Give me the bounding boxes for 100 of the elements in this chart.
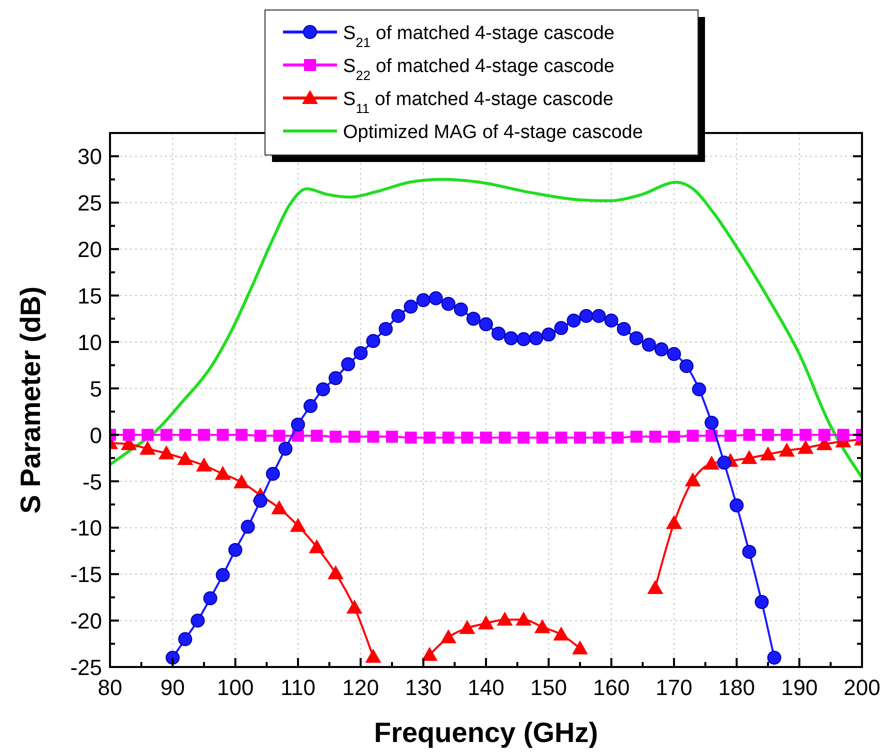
point bbox=[459, 620, 476, 634]
x-tick-label: 100 bbox=[216, 675, 254, 700]
point bbox=[428, 291, 443, 306]
y-axis-title: S Parameter (dB) bbox=[15, 286, 46, 514]
point bbox=[717, 456, 732, 470]
point bbox=[668, 430, 680, 443]
point bbox=[142, 428, 154, 441]
point bbox=[498, 432, 511, 444]
legend-label: S$_{11}$ of matched 4-stage cascode bbox=[343, 89, 614, 116]
point bbox=[216, 428, 229, 441]
x-tick-label: 160 bbox=[592, 675, 630, 700]
point bbox=[778, 442, 795, 457]
point bbox=[166, 650, 180, 665]
point bbox=[666, 515, 682, 530]
point bbox=[741, 450, 758, 464]
y-tick-label: 30 bbox=[78, 144, 102, 170]
point bbox=[604, 314, 618, 328]
point bbox=[642, 338, 656, 352]
point bbox=[266, 466, 280, 481]
y-tick-label: 25 bbox=[78, 190, 102, 216]
point bbox=[630, 430, 642, 443]
point bbox=[424, 432, 436, 444]
point bbox=[480, 432, 492, 444]
point bbox=[190, 614, 205, 628]
point bbox=[391, 308, 406, 323]
point bbox=[341, 357, 356, 372]
point bbox=[386, 430, 398, 443]
point bbox=[160, 428, 172, 441]
point bbox=[743, 428, 756, 441]
point bbox=[122, 428, 135, 441]
point bbox=[496, 612, 513, 626]
point bbox=[158, 445, 174, 460]
point bbox=[441, 296, 456, 311]
point bbox=[504, 331, 518, 346]
point bbox=[684, 472, 701, 486]
point bbox=[140, 440, 156, 455]
point bbox=[536, 432, 548, 444]
point bbox=[555, 432, 568, 444]
point bbox=[234, 474, 250, 488]
point bbox=[378, 322, 393, 336]
y-tick-label: 20 bbox=[78, 237, 102, 262]
point bbox=[236, 428, 248, 441]
point bbox=[273, 430, 286, 442]
point bbox=[310, 430, 323, 442]
point bbox=[367, 430, 380, 443]
point bbox=[742, 544, 756, 559]
point bbox=[461, 432, 474, 444]
point bbox=[667, 347, 681, 362]
point bbox=[647, 580, 664, 594]
x-tick-label: 180 bbox=[718, 675, 756, 700]
point bbox=[704, 456, 720, 470]
point bbox=[680, 359, 694, 374]
point bbox=[592, 308, 606, 323]
point bbox=[767, 650, 782, 665]
legend-label: S$_{21}$ of matched 4-stage cascode bbox=[343, 23, 614, 50]
point bbox=[730, 498, 744, 512]
point bbox=[542, 328, 556, 342]
legend-label: Optimized MAG of 4-stage cascode bbox=[343, 122, 643, 143]
point bbox=[365, 648, 382, 663]
point bbox=[304, 399, 318, 414]
point bbox=[516, 612, 532, 626]
point bbox=[203, 591, 218, 606]
point bbox=[616, 322, 631, 336]
x-axis-title: Frequency (GHz) bbox=[374, 717, 598, 748]
point bbox=[254, 430, 266, 442]
point bbox=[837, 428, 850, 441]
point bbox=[798, 440, 814, 454]
point bbox=[196, 457, 212, 472]
y-tick-label: -20 bbox=[70, 608, 102, 634]
point bbox=[404, 300, 418, 314]
point bbox=[518, 432, 530, 444]
point bbox=[724, 430, 736, 442]
point bbox=[692, 382, 706, 396]
x-tick-label: 200 bbox=[844, 675, 880, 700]
point bbox=[704, 416, 719, 430]
point bbox=[253, 494, 268, 508]
y-tick-label: -10 bbox=[70, 516, 102, 541]
x-tick-label: 190 bbox=[780, 675, 818, 700]
point bbox=[529, 331, 544, 346]
x-tick-label: 170 bbox=[656, 675, 692, 700]
point bbox=[416, 293, 430, 308]
point bbox=[198, 428, 210, 441]
point bbox=[534, 619, 550, 634]
point bbox=[466, 312, 480, 326]
x-tick-label: 140 bbox=[468, 675, 504, 700]
point bbox=[291, 418, 305, 432]
point bbox=[754, 594, 769, 609]
point bbox=[780, 428, 793, 441]
point bbox=[592, 432, 605, 444]
point bbox=[760, 446, 776, 460]
point bbox=[278, 442, 292, 456]
point bbox=[629, 331, 644, 346]
point bbox=[440, 629, 456, 644]
point bbox=[553, 626, 570, 640]
point bbox=[572, 640, 588, 654]
y-tick-label: 15 bbox=[78, 284, 102, 309]
point bbox=[479, 317, 493, 332]
point bbox=[316, 382, 330, 396]
y-tick-label: -5 bbox=[82, 469, 102, 494]
point bbox=[404, 432, 417, 444]
